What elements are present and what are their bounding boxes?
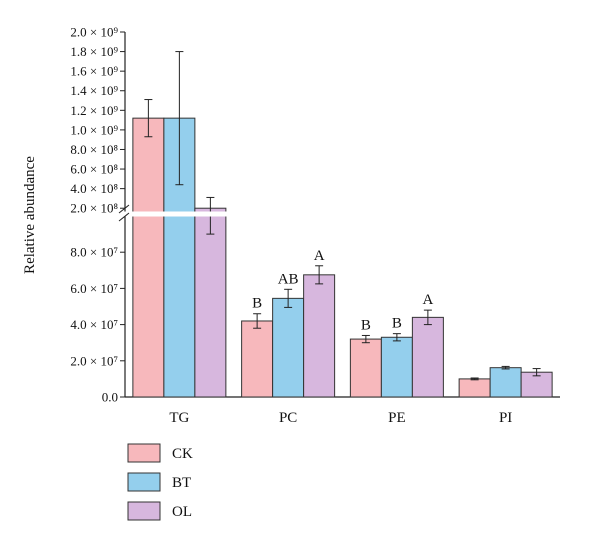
lower-y-tick-label: 2.0 × 10⁷: [70, 353, 118, 368]
lower-y-tick-label: 6.0 × 10⁷: [70, 281, 118, 296]
bar-ol-pc: [303, 274, 336, 398]
upper-y-tick-label: 1.6 × 10⁹: [70, 64, 118, 79]
x-tick-label: PE: [388, 410, 406, 426]
upper-y-tick-label: 8.0 × 10⁸: [70, 142, 118, 157]
bar-ck-pi: [458, 378, 491, 398]
upper-y-tick-label: 2.0 × 10⁹: [70, 25, 118, 40]
bar-ck-pe: [349, 338, 382, 398]
upper-y-tick-label: 4.0 × 10⁸: [70, 181, 118, 196]
upper-y-tick-label: 1.0 × 10⁹: [70, 122, 118, 137]
legend-label-ol: OL: [172, 504, 192, 520]
axes: 0.0 2.0 × 10⁷ 4.0 × 10⁷ 6.0 × 10⁷ 8.0 × 10⁷ 2…: [70, 25, 560, 405]
upper-y-tick-label: 6.0 × 10⁸: [70, 162, 118, 177]
x-tick-label: TG: [169, 410, 189, 426]
significance-label: B: [252, 296, 262, 312]
significance-label: A: [422, 292, 433, 308]
labels: TG B AB A PC B B A PE PI: [118, 204, 561, 426]
bar-ol-pe: [411, 316, 444, 398]
significance-label: B: [392, 316, 402, 332]
legend-label-bt: BT: [172, 475, 191, 491]
upper-y-tick-label: 2.0 × 10⁸: [70, 201, 118, 216]
upper-y-tick-label: 1.2 × 10⁹: [70, 103, 118, 118]
legend-swatch-bt: [127, 472, 161, 492]
bar-ol-pi: [520, 371, 553, 398]
bars: [132, 51, 553, 398]
legend-label-ck: CK: [172, 446, 193, 462]
axis-break-gap: [119, 211, 131, 217]
axis-break-slash: [118, 212, 130, 222]
bar-bt-pe: [380, 336, 413, 398]
significance-label: AB: [278, 271, 299, 287]
x-tick-label: PC: [279, 410, 297, 426]
bar-bt-pi: [489, 367, 522, 398]
bar-ck-tg: [132, 117, 165, 398]
bar-bt-pc: [272, 297, 305, 398]
upper-y-tick-label: 1.8 × 10⁹: [70, 44, 118, 59]
x-tick-label: PI: [499, 410, 512, 426]
legend-swatch-ck: [127, 443, 161, 463]
legend: CK BT OL: [127, 443, 193, 521]
lower-y-tick-label: 8.0 × 10⁷: [70, 245, 118, 260]
bar-ck-pc: [241, 320, 274, 398]
legend-swatch-ol: [127, 501, 161, 521]
axis-break-slash: [118, 204, 130, 214]
significance-label: B: [361, 317, 371, 333]
lower-y-tick-label: 4.0 × 10⁷: [70, 317, 118, 332]
significance-label: A: [314, 248, 325, 264]
axis-break-band: [126, 211, 561, 217]
upper-y-tick-label: 1.4 × 10⁹: [70, 83, 118, 98]
bar-ol-tg: [194, 207, 227, 398]
y-axis-label: Relative abundance: [22, 156, 38, 274]
lower-y-tick-label: 0.0: [102, 390, 118, 405]
